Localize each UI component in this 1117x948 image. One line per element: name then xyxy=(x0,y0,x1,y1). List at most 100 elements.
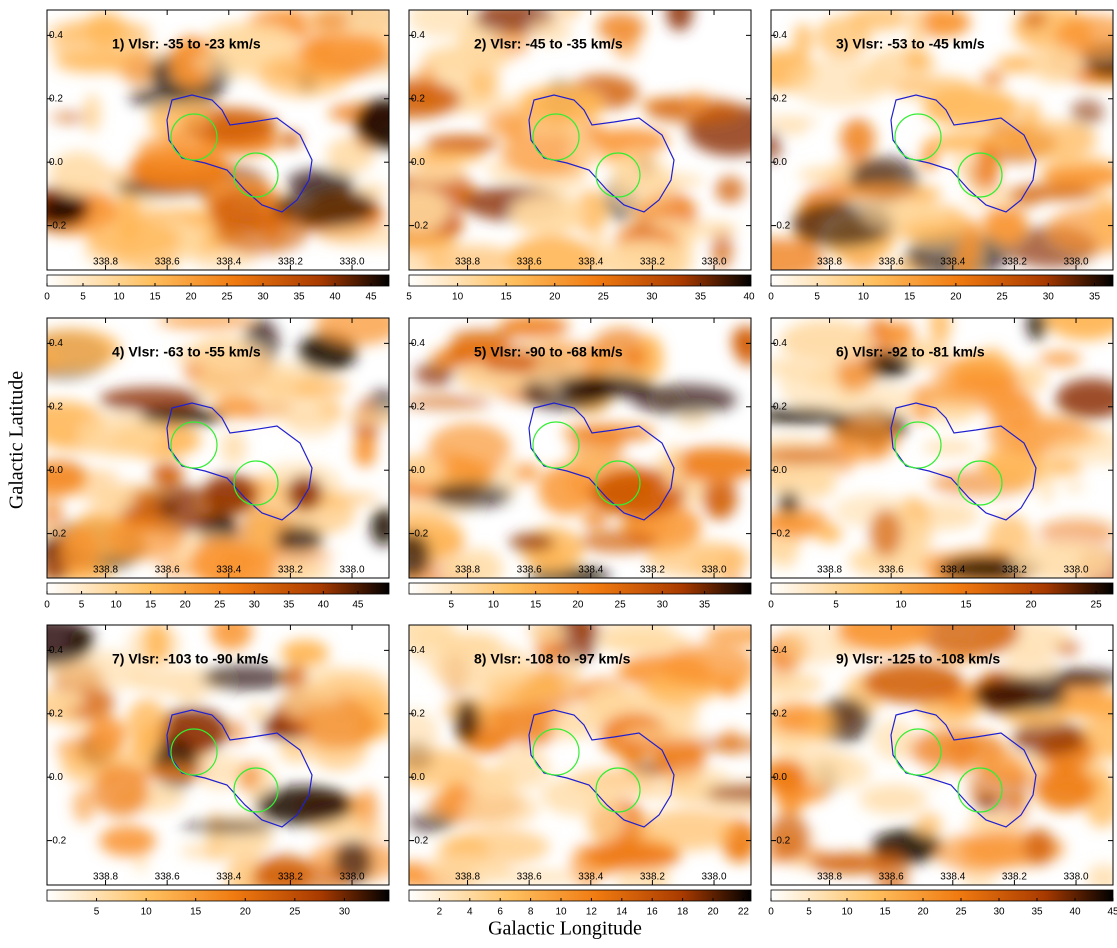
colorbar-tick-label: 10 xyxy=(141,907,153,918)
colorbar-tick-label: 10 xyxy=(113,292,125,303)
emission-blob xyxy=(806,707,837,745)
emission-blob xyxy=(409,812,455,833)
colorbar-tick-label: 15 xyxy=(149,292,161,303)
colorbar-tick-label: 20 xyxy=(549,292,561,303)
y-tick-label: -0.2 xyxy=(49,220,67,231)
colorbar-tick-label: 5 xyxy=(80,292,86,303)
colorbar-tick-label: 30 xyxy=(339,907,351,918)
emission-blob xyxy=(99,387,204,412)
emission-blob xyxy=(286,475,323,511)
emission-blob xyxy=(1038,453,1056,505)
x-tick-label: 338.4 xyxy=(940,257,965,268)
colorbar-tick-label: 45 xyxy=(1107,907,1117,918)
colorbar-tick-label: 15 xyxy=(904,292,916,303)
emission-blob xyxy=(666,10,693,31)
panel-title: 1) Vlsr: -35 to -23 km/s xyxy=(112,36,261,52)
emission-blob xyxy=(863,662,964,704)
colorbar-tick-label: 35 xyxy=(293,292,305,303)
y-axis-label: Galactic Latitude xyxy=(6,371,28,509)
colorbar-tick-label: 0 xyxy=(44,292,50,303)
source-circle xyxy=(233,152,279,198)
emission-blob xyxy=(212,394,260,418)
emission-blob xyxy=(660,767,732,790)
emission-blob xyxy=(495,26,530,57)
emission-blob xyxy=(631,384,737,415)
emission-blob xyxy=(615,863,668,885)
emission-blob xyxy=(844,257,881,270)
colorbar-tick-label: 45 xyxy=(365,292,377,303)
emission-blob xyxy=(47,688,87,711)
emission-blob xyxy=(1012,720,1086,756)
y-tick-label: 0.2 xyxy=(411,401,425,412)
emission-blob xyxy=(600,625,675,652)
source-circle xyxy=(233,460,279,506)
emission-blob xyxy=(409,231,457,254)
source-circle xyxy=(233,767,279,813)
y-tick-label: 0.2 xyxy=(411,708,425,719)
x-tick-label: 338.2 xyxy=(278,565,303,576)
panel-title: 9) Vlsr: -125 to -108 km/s xyxy=(836,651,1000,667)
y-tick-label: 0.2 xyxy=(49,401,63,412)
emission-blob xyxy=(859,783,928,815)
emission-blob xyxy=(409,166,460,184)
x-tick-label: 338.2 xyxy=(278,257,303,268)
emission-blob xyxy=(484,109,528,138)
x-tick-label: 338.6 xyxy=(517,872,542,883)
x-tick-label: 338.8 xyxy=(817,872,842,883)
emission-blob xyxy=(558,374,655,399)
emission-blob xyxy=(498,318,570,338)
colorbar-tick-label: 35 xyxy=(283,600,295,611)
x-tick-label: 338.8 xyxy=(455,565,480,576)
x-tick-label: 338.6 xyxy=(879,257,904,268)
intensity-map xyxy=(47,318,389,578)
emission-blob xyxy=(83,93,102,134)
colorbar-tick-label: 22 xyxy=(738,907,750,918)
emission-blob xyxy=(409,188,451,233)
emission-blob xyxy=(409,454,445,484)
emission-blob xyxy=(86,219,181,259)
x-tick-label: 338.8 xyxy=(455,872,480,883)
emission-blob xyxy=(447,339,509,352)
image-frame xyxy=(770,624,1114,886)
emission-blob xyxy=(777,491,800,515)
emission-blob xyxy=(683,92,710,112)
colorbar-tick-label: 15 xyxy=(190,907,202,918)
emission-blob xyxy=(47,525,68,538)
emission-blob xyxy=(1004,649,1058,687)
emission-blob xyxy=(561,650,582,698)
emission-blob xyxy=(409,532,431,578)
x-tick-label: 338.0 xyxy=(1064,565,1089,576)
emission-blob xyxy=(914,812,943,838)
colorbar-tick-label: 25 xyxy=(997,292,1009,303)
emission-blob xyxy=(296,33,389,72)
emission-blob xyxy=(104,515,185,561)
emission-blob xyxy=(582,843,682,869)
emission-blob xyxy=(1038,351,1082,366)
emission-blob xyxy=(424,244,521,270)
emission-blob xyxy=(1070,98,1105,126)
source-circle xyxy=(532,728,580,776)
colorbar-tick-label: 5 xyxy=(79,600,85,611)
emission-blob xyxy=(554,10,582,19)
emission-blob xyxy=(286,407,338,437)
panel: 9) Vlsr: -125 to -108 km/s 338.8 338.6 338.… xyxy=(768,624,1117,918)
emission-blob xyxy=(175,689,205,705)
emission-blob xyxy=(273,187,377,228)
emission-blob xyxy=(734,326,751,366)
emission-blob xyxy=(137,133,221,167)
intensity-map xyxy=(409,625,751,885)
colorbar-tick-label: 15 xyxy=(145,600,157,611)
emission-blob xyxy=(181,820,276,834)
emission-blob xyxy=(625,346,647,369)
colorbar-tick-label: 15 xyxy=(501,292,513,303)
x-tick-label: 338.6 xyxy=(155,872,180,883)
emission-blob xyxy=(633,334,664,379)
panel: 8) Vlsr: -108 to -97 km/s 338.8 338.6 338.4… xyxy=(408,624,752,918)
source-circle xyxy=(532,113,580,161)
emission-blob xyxy=(646,540,751,578)
intensity-map xyxy=(47,10,389,270)
emission-blob xyxy=(568,449,611,471)
x-tick-label: 338.2 xyxy=(640,872,665,883)
x-tick-label: 338.4 xyxy=(216,565,241,576)
